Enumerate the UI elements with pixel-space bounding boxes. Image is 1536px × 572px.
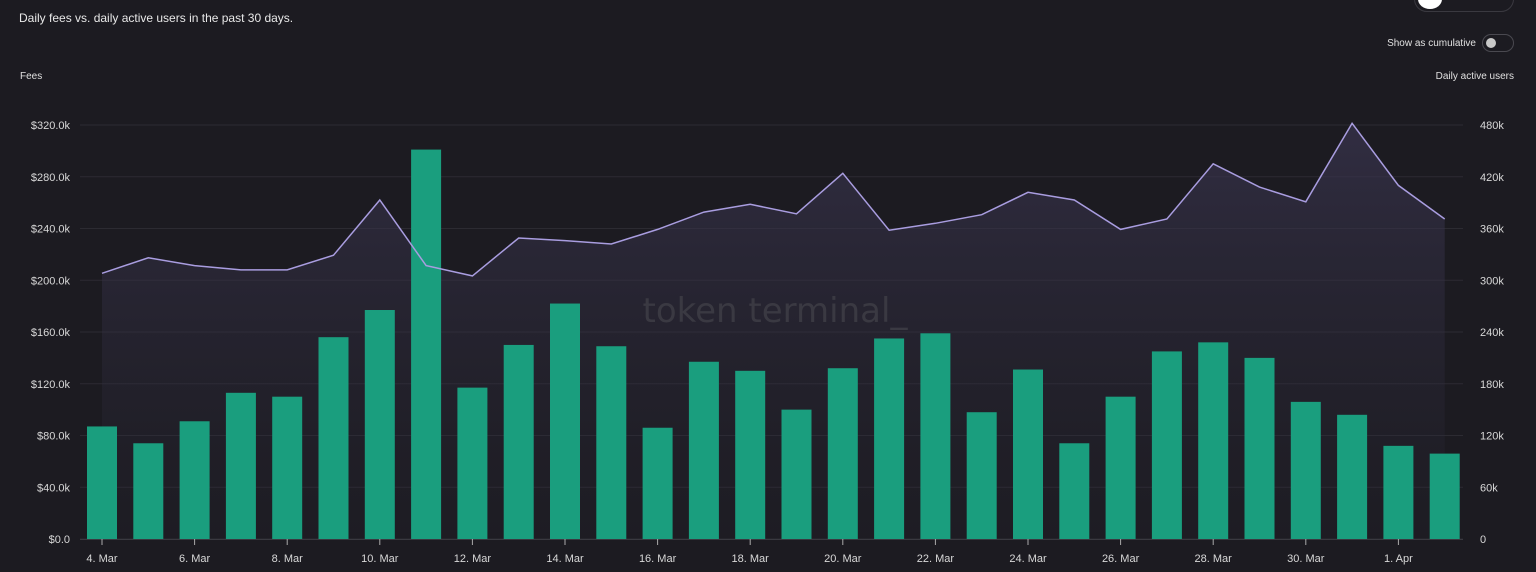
fee-bar xyxy=(920,333,951,539)
y-tick-left: $320.0k xyxy=(31,120,71,132)
cumulative-switch[interactable] xyxy=(1482,34,1514,52)
y-tick-right: 180k xyxy=(1480,379,1504,391)
left-axis-label: Fees xyxy=(20,71,43,82)
x-tick-label: 18. Mar xyxy=(732,553,770,565)
dau-area xyxy=(102,123,1445,540)
fee-bar xyxy=(1059,443,1090,539)
fee-bar xyxy=(1383,445,1414,539)
fee-bar xyxy=(688,361,719,539)
x-tick-label: 4. Mar xyxy=(86,553,118,565)
fee-bar xyxy=(642,427,673,539)
y-tick-left: $40.0k xyxy=(37,482,71,494)
x-tick-label: 28. Mar xyxy=(1195,553,1233,565)
cumulative-toggle[interactable]: Show as cumulative xyxy=(1387,34,1514,52)
y-tick-right: 300k xyxy=(1480,275,1504,287)
y-tick-left: $200.0k xyxy=(31,275,71,287)
y-tick-right: 120k xyxy=(1480,431,1504,443)
y-tick-right: 60k xyxy=(1480,482,1498,494)
y-tick-left: $0.0 xyxy=(49,534,70,546)
fee-bar xyxy=(1013,369,1043,539)
fee-bar xyxy=(874,338,905,539)
y-tick-right: 360k xyxy=(1480,224,1504,236)
x-tick-label: 12. Mar xyxy=(454,553,492,565)
right-axis-label: Daily active users xyxy=(1435,71,1514,82)
y-tick-right: 420k xyxy=(1480,172,1504,184)
x-tick-label: 8. Mar xyxy=(272,553,304,565)
y-tick-left: $120.0k xyxy=(31,379,71,391)
fee-bar xyxy=(1337,414,1368,539)
fee-bar xyxy=(1290,401,1321,539)
switch-knob xyxy=(1486,38,1496,48)
x-tick-label: 20. Mar xyxy=(824,553,862,565)
x-tick-label: 22. Mar xyxy=(917,553,955,565)
fee-bar xyxy=(1429,453,1460,539)
fee-bar xyxy=(179,421,210,539)
y-tick-right: 0 xyxy=(1480,534,1486,546)
watermark: token terminal_ xyxy=(643,291,909,331)
fee-bar xyxy=(1198,342,1229,539)
y-tick-right: 480k xyxy=(1480,120,1504,132)
x-tick-label: 24. Mar xyxy=(1009,553,1047,565)
fee-bar xyxy=(87,426,117,539)
fee-bar xyxy=(225,392,256,539)
x-tick-label: 14. Mar xyxy=(546,553,584,565)
cumulative-label: Show as cumulative xyxy=(1387,37,1476,49)
toggle-knob xyxy=(1418,0,1442,9)
chart-subtitle: Daily fees vs. daily active users in the… xyxy=(19,11,294,25)
fee-bar xyxy=(364,310,395,539)
y-tick-left: $280.0k xyxy=(31,172,71,184)
y-tick-left: $240.0k xyxy=(31,224,71,236)
x-tick-label: 1. Apr xyxy=(1384,553,1413,565)
x-tick-label: 6. Mar xyxy=(179,553,211,565)
x-tick-label: 10. Mar xyxy=(361,553,399,565)
fee-bar xyxy=(1244,357,1275,539)
y-tick-right: 240k xyxy=(1480,327,1504,339)
fee-bar xyxy=(133,443,164,539)
fee-bar xyxy=(596,346,627,539)
fee-bar xyxy=(966,412,997,539)
y-tick-left: $80.0k xyxy=(37,431,71,443)
fee-bar xyxy=(272,396,303,539)
x-tick-label: 16. Mar xyxy=(639,553,677,565)
fee-bar xyxy=(735,370,766,539)
fee-bar xyxy=(1151,351,1182,539)
fee-bar xyxy=(503,344,534,539)
fee-bar xyxy=(318,337,349,539)
fee-bar xyxy=(411,149,442,540)
x-tick-label: 26. Mar xyxy=(1102,553,1140,565)
fee-bar xyxy=(781,409,812,539)
fee-bar xyxy=(827,368,858,539)
fee-bar xyxy=(457,387,488,539)
fee-bar xyxy=(550,303,580,539)
fee-bar xyxy=(1105,396,1136,539)
dau-line xyxy=(101,121,1446,277)
y-tick-left: $160.0k xyxy=(31,327,71,339)
x-tick-label: 30. Mar xyxy=(1287,553,1325,565)
